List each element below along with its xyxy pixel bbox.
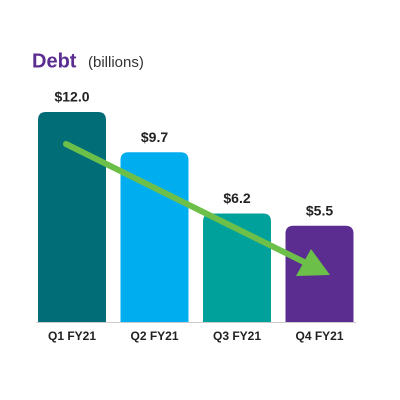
value-label: $12.0: [54, 89, 89, 105]
bar: [203, 213, 271, 322]
x-tick-label: Q4 FY21: [295, 329, 343, 343]
chart-title: Debt: [32, 50, 77, 72]
chart-subtitle: (billions): [88, 54, 144, 71]
bar: [38, 112, 106, 322]
trend-arrow: [63, 141, 330, 276]
x-tick-label: Q2 FY21: [130, 329, 178, 343]
x-tick-label: Q1 FY21: [48, 329, 96, 343]
value-label: $5.5: [306, 202, 333, 218]
value-label: $9.7: [141, 129, 168, 145]
value-label: $6.2: [223, 190, 250, 206]
x-tick-label: Q3 FY21: [213, 329, 261, 343]
arrow-head: [296, 249, 330, 276]
arrow-shaft: [63, 141, 311, 267]
